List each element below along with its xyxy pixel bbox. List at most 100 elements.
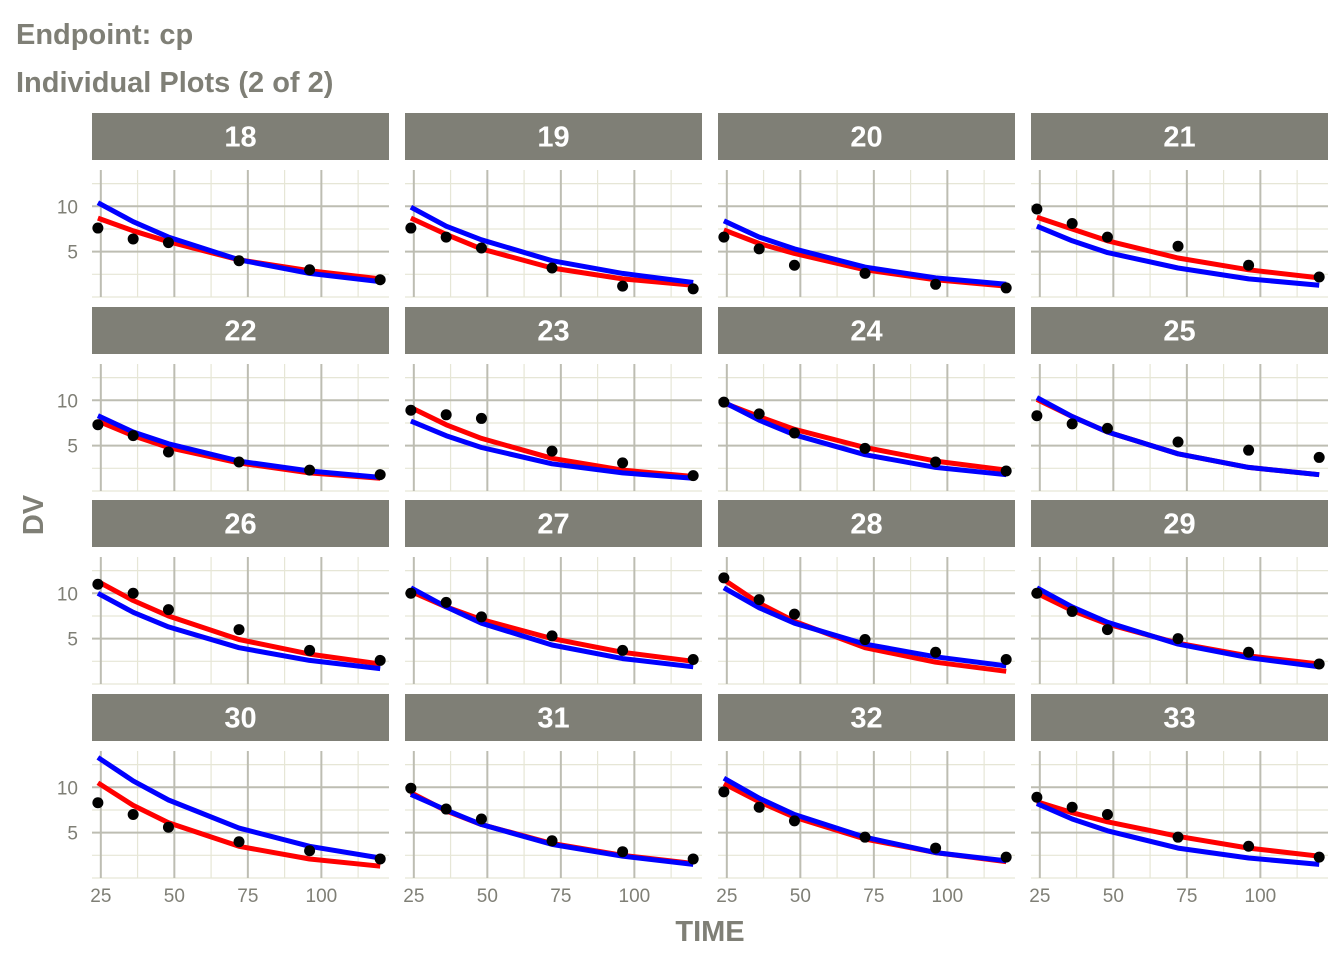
x-tick-label: 100 — [1245, 886, 1277, 907]
data-point — [304, 464, 316, 476]
series-line-blue — [96, 413, 381, 480]
data-point — [374, 274, 386, 286]
data-point — [687, 654, 699, 666]
y-tick-label: 10 — [57, 197, 78, 218]
series-line-red — [409, 215, 694, 288]
facet-strip-label: 22 — [224, 316, 256, 348]
data-point — [859, 831, 871, 843]
data-point — [718, 572, 730, 584]
series-line-red — [409, 405, 694, 479]
chart-title-individual-plots: Individual Plots (2 of 2) — [16, 67, 333, 99]
series-line-blue — [722, 399, 1007, 478]
x-tick-label: 75 — [1176, 886, 1197, 907]
data-point — [930, 278, 942, 290]
panel-background — [92, 364, 389, 491]
data-point — [1243, 646, 1255, 658]
data-point — [546, 835, 558, 847]
facet-strip — [1031, 694, 1328, 741]
y-tick-label: 10 — [57, 391, 78, 412]
facet-panel-18: 18 — [92, 113, 389, 298]
data-point — [1243, 259, 1255, 271]
data-point — [1101, 231, 1113, 243]
series-line-blue — [96, 755, 381, 861]
data-point — [440, 231, 452, 243]
x-tick-label: 75 — [863, 886, 884, 907]
data-point — [1101, 624, 1113, 636]
x-tick-label: 75 — [550, 886, 571, 907]
data-point — [1031, 587, 1043, 599]
data-point — [718, 786, 730, 798]
series-line-blue — [1035, 395, 1320, 478]
data-point — [374, 469, 386, 481]
series-line-blue — [1035, 801, 1320, 867]
facet-strip-label: 19 — [537, 122, 569, 154]
facet-strip — [718, 113, 1015, 160]
data-point — [92, 578, 104, 590]
data-point — [718, 231, 730, 243]
data-point — [127, 809, 139, 820]
facet-strip-label: 21 — [1163, 122, 1195, 154]
data-point — [475, 242, 487, 254]
facet-strip-label: 26 — [224, 509, 256, 541]
y-tick-label: 5 — [67, 243, 78, 264]
series-line-blue — [722, 585, 1007, 669]
data-point — [1066, 801, 1078, 813]
x-tick-label: 75 — [237, 886, 258, 907]
facet-strip-label: 18 — [224, 122, 256, 154]
data-point — [1031, 791, 1043, 803]
data-point — [617, 280, 629, 292]
data-point — [304, 264, 316, 276]
data-point — [1313, 851, 1325, 863]
series-line-red — [96, 579, 381, 667]
x-axis-ticks: 25 50 75 100 25 50 75 100 25 50 75 100 25 50 75 100 — [90, 886, 1276, 907]
data-point — [304, 644, 316, 656]
facet-strip — [1031, 500, 1328, 547]
data-point — [1172, 633, 1184, 645]
facet-strip-label: 24 — [850, 316, 882, 348]
series-line-blue — [96, 591, 381, 672]
facet-panel-24: 24 — [718, 307, 1015, 492]
facet-panel-25: 25 — [1031, 307, 1328, 492]
x-tick-label: 50 — [1103, 886, 1124, 907]
data-point — [788, 815, 800, 827]
data-point — [546, 262, 558, 274]
data-point — [405, 404, 417, 416]
data-point — [405, 782, 417, 794]
x-tick-label: 25 — [1029, 886, 1050, 907]
series-line-blue — [96, 200, 381, 285]
data-point — [788, 427, 800, 439]
data-point — [1313, 451, 1325, 463]
facet-panel-21: 21 — [1031, 113, 1328, 298]
x-tick-label: 25 — [716, 886, 737, 907]
data-point — [440, 596, 452, 608]
data-point — [859, 267, 871, 279]
series-line-blue — [1035, 223, 1320, 288]
series-line-red — [1036, 799, 1320, 859]
y-tick-label: 5 — [67, 437, 78, 458]
data-point — [475, 611, 487, 623]
y-tick-label: 10 — [57, 778, 78, 799]
facet-panel-27: 27 — [405, 500, 702, 685]
data-point — [1172, 240, 1184, 252]
data-point — [440, 409, 452, 421]
data-point — [405, 222, 417, 234]
y-axis-title: DV — [18, 494, 50, 535]
data-point — [440, 803, 452, 815]
x-tick-label: 50 — [164, 886, 185, 907]
series-line-blue — [1035, 585, 1320, 670]
data-point — [546, 445, 558, 457]
series-line-blue — [722, 218, 1007, 287]
data-point — [859, 442, 871, 454]
data-point — [92, 419, 104, 431]
facet-strip — [1031, 113, 1328, 160]
data-point — [304, 845, 316, 857]
data-point — [930, 646, 942, 658]
facet-strip-label: 30 — [224, 703, 256, 735]
data-point — [1313, 658, 1325, 670]
facet-strip — [718, 307, 1015, 354]
data-point — [475, 412, 487, 424]
facet-panel-33: 33 — [1031, 694, 1328, 879]
panel-background — [92, 751, 389, 878]
data-point — [687, 283, 699, 295]
